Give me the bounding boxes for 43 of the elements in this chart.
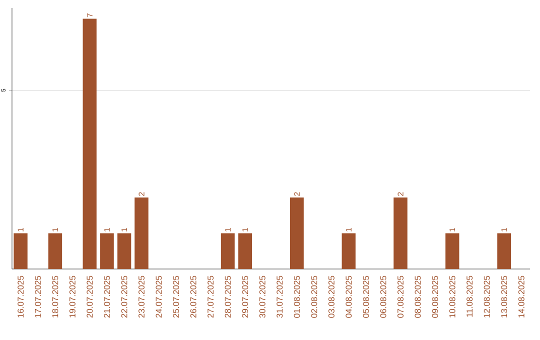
x-tick-label: 05.08.2025: [362, 276, 369, 318]
x-tick-label: 17.07.2025: [34, 276, 41, 318]
x-tick-label: 01.08.2025: [294, 276, 300, 318]
x-tick-label: 21.07.2025: [104, 276, 110, 318]
x-tick-label: 06.08.2025: [380, 276, 386, 318]
x-tick-label: 20.07.2025: [86, 276, 93, 318]
x-tick-label: 08.08.2025: [414, 276, 421, 318]
data-label: 2: [398, 192, 404, 196]
x-tick-label: 09.08.2025: [432, 276, 438, 318]
x-tick-label: 16.07.2025: [18, 276, 24, 318]
x-tick-label: 25.07.2025: [173, 276, 180, 318]
x-tick-label: 30.07.2025: [259, 276, 266, 318]
x-tick-label: 02.08.2025: [311, 276, 318, 318]
data-label: 1: [346, 228, 352, 232]
data-label: 2: [138, 192, 144, 196]
x-tick-label: 10.08.2025: [449, 276, 456, 318]
data-label: 1: [450, 228, 456, 232]
x-tick-label: 13.08.2025: [501, 276, 508, 318]
data-label: 1: [242, 228, 248, 232]
data-label: 1: [52, 228, 58, 232]
data-label: 1: [501, 228, 507, 232]
data-label: 1: [121, 228, 127, 232]
x-tick-label: 12.08.2025: [484, 276, 490, 318]
data-label: 7: [86, 13, 92, 18]
x-tick-label: 19.07.2025: [69, 276, 76, 318]
x-tick-label: 07.08.2025: [398, 276, 404, 318]
x-tick-label: 23.07.2025: [138, 276, 145, 318]
x-tick-label: 18.07.2025: [52, 276, 58, 318]
x-tick-label: 26.07.2025: [190, 276, 196, 318]
x-tick-label: 22.07.2025: [121, 276, 128, 318]
x-tick-label: 24.07.2025: [156, 276, 162, 318]
data-label: 1: [104, 228, 110, 232]
data-label: 1: [225, 228, 231, 232]
x-tick-label: 31.07.2025: [276, 276, 283, 318]
x-tick-label: 29.07.2025: [242, 276, 248, 318]
x-tick-label: 28.07.2025: [224, 276, 231, 318]
x-tick-label: 04.08.2025: [346, 276, 352, 318]
data-label: 2: [294, 192, 300, 196]
x-tick-label: 27.07.2025: [208, 276, 214, 318]
x-tick-label: 03.08.2025: [328, 276, 334, 318]
data-label: 1: [18, 228, 24, 232]
x-tick-label: 11.08.2025: [466, 276, 473, 317]
x-tick-label: 14.08.2025: [518, 276, 524, 318]
